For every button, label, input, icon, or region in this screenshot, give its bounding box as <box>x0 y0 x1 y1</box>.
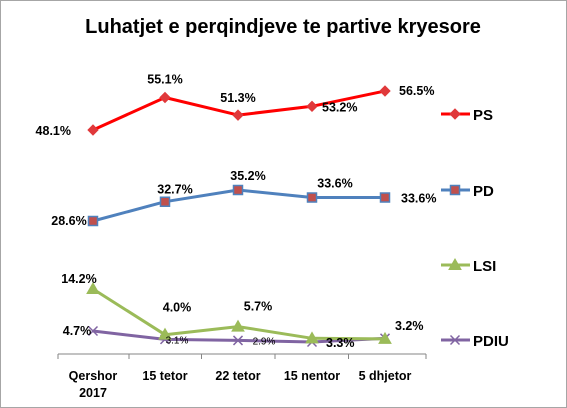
legend-label: PDIU <box>473 333 509 350</box>
marker-triangle <box>86 281 100 294</box>
data-label-ps: 56.5% <box>399 84 434 98</box>
legend-label: PS <box>473 107 493 124</box>
marker-x <box>87 325 99 337</box>
marker-triangle <box>305 331 319 344</box>
data-label-lsi: 3.2% <box>395 319 424 333</box>
data-label-ps: 51.3% <box>220 91 255 105</box>
x-tick-label: Qershor <box>69 369 118 383</box>
legend-label: PD <box>473 183 494 200</box>
data-label-pdiu: 2.9% <box>253 336 276 347</box>
marker-square <box>379 192 391 203</box>
legend-item-pd: PD <box>441 183 494 200</box>
marker-triangle <box>448 257 462 270</box>
marker-square <box>306 192 318 203</box>
data-label-pdiu: 4.7% <box>63 324 92 338</box>
x-tick-label: 2017 <box>79 386 107 400</box>
series-layer <box>86 85 392 348</box>
series-pd <box>87 184 391 227</box>
data-label-pd: 32.7% <box>157 183 192 197</box>
marker-square <box>449 184 461 196</box>
data-label-lsi: 4.0% <box>163 301 192 315</box>
legend-item-pdiu: PDIU <box>441 333 509 350</box>
x-tick-label: 15 nentor <box>284 369 340 383</box>
marker-x <box>232 335 244 346</box>
marker-diamond <box>159 91 171 104</box>
marker-x <box>449 334 461 346</box>
marker-diamond <box>232 109 244 121</box>
legend-item-ps: PS <box>441 107 493 124</box>
data-labels: 48.1% 55.1% 51.3% 53.2% 56.5% 28.6% 32.7% 35.2%… <box>36 73 437 351</box>
data-label-ps: 55.1% <box>147 73 182 87</box>
legend-label: LSI <box>473 258 496 275</box>
x-tick-label: 22 tetor <box>215 369 260 383</box>
data-label-lsi: 5.7% <box>244 300 273 314</box>
marker-diamond <box>306 100 318 113</box>
data-label-pd: 35.2% <box>230 169 265 183</box>
marker-triangle <box>231 319 245 332</box>
x-axis-tick-labels: Qershor 2017 15 tetor 22 tetor 15 nentor 5 dh… <box>69 369 412 400</box>
marker-diamond <box>87 124 99 136</box>
data-label-lsi: 14.2% <box>61 272 96 286</box>
series-ps <box>87 85 391 136</box>
marker-triangle <box>378 331 392 344</box>
x-tick-label: 15 tetor <box>142 369 187 383</box>
data-label-pd: 28.6% <box>51 214 86 228</box>
marker-square <box>87 215 99 227</box>
legend: PS PD LSI PDIU <box>441 107 509 350</box>
data-label-pd: 33.6% <box>401 192 436 206</box>
marker-square <box>159 196 171 207</box>
legend-item-lsi: LSI <box>441 257 496 275</box>
x-axis-ticks <box>57 354 427 359</box>
data-label-ps: 53.2% <box>322 100 357 114</box>
chart-title: Luhatjet e perqindjeve te partive kryeso… <box>85 16 481 38</box>
x-tick-label: 5 dhjetor <box>359 369 412 383</box>
marker-diamond <box>449 108 461 120</box>
data-label-ps: 48.1% <box>36 124 71 138</box>
data-label-pdiu: 3.3% <box>326 336 355 350</box>
marker-square <box>232 184 244 196</box>
marker-triangle <box>158 327 172 340</box>
marker-diamond <box>379 85 391 97</box>
data-label-pdiu: 3.1% <box>166 335 189 346</box>
data-label-pd: 33.6% <box>317 177 352 191</box>
series-lsi <box>86 281 392 344</box>
